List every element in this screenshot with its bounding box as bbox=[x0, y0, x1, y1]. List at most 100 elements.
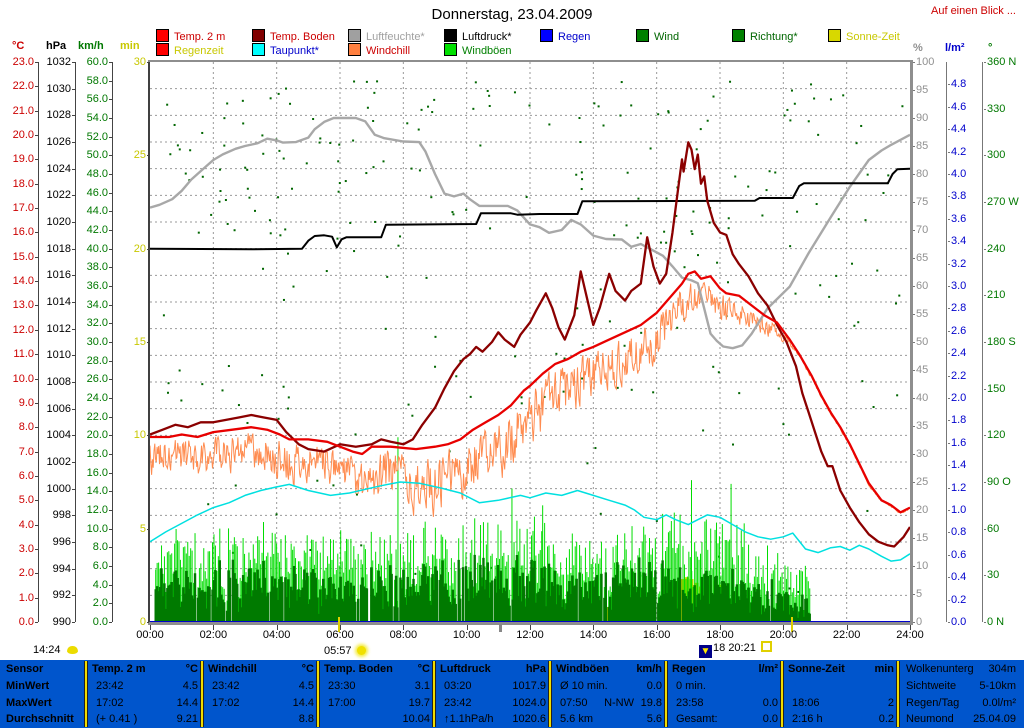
axis-tick-label: 1030 bbox=[46, 82, 71, 95]
sensor-time: 17:02 bbox=[212, 697, 240, 709]
axis-tick-label: 58.0 bbox=[86, 74, 108, 87]
legend-swatch bbox=[252, 29, 265, 42]
sensor-time: ↑1.1hPa/h bbox=[444, 713, 494, 725]
legend-label: Windböen bbox=[462, 45, 512, 57]
sunset-marker: ▼ 18 20:21 bbox=[699, 641, 772, 658]
x-axis-tick bbox=[339, 625, 341, 630]
sensor-value: 1020.6 bbox=[512, 713, 546, 725]
sensor-unit: °C bbox=[417, 663, 430, 675]
x-axis-label-06-00: 06:00 bbox=[326, 629, 354, 641]
x-axis-label-18-00: 18:00 bbox=[706, 629, 734, 641]
sensor-value: 19.8 bbox=[640, 697, 662, 709]
x-axis-tick bbox=[466, 625, 468, 630]
x-axis-tick bbox=[403, 625, 405, 630]
x-axis-label-12-00: 12:00 bbox=[516, 629, 544, 641]
auf-einen-blick-link[interactable]: Auf einen Blick ... bbox=[931, 5, 1016, 17]
axis-tick-label: 21.0 bbox=[12, 104, 34, 117]
sensor-time: 2:16 h bbox=[792, 713, 823, 725]
x-axis-label-04-00: 04:00 bbox=[262, 629, 291, 641]
axis-tick-label: 1.4 bbox=[951, 459, 967, 472]
axis-tick-label: 65 bbox=[916, 252, 929, 264]
sensor-time: 0 min. bbox=[676, 680, 706, 692]
sensor-time: Gesamt: bbox=[676, 713, 718, 725]
sensor-time: 23:58 bbox=[676, 697, 704, 709]
axis-tick-label: 85 bbox=[916, 140, 929, 152]
x-axis-tick bbox=[783, 625, 785, 630]
axis-tick-label: 994 bbox=[52, 562, 71, 575]
legend-item-taupunkt-[interactable]: Taupunkt* bbox=[252, 43, 319, 57]
info-label: Neumond bbox=[906, 713, 954, 725]
axis-tick-label: 9.0 bbox=[18, 396, 34, 409]
axis-tick-label: 34.0 bbox=[86, 298, 108, 311]
x-axis-label-08-00: 08:00 bbox=[389, 629, 418, 641]
legend-item-sonne-zeit[interactable]: Sonne-Zeit bbox=[828, 29, 900, 43]
x-axis-label-22-00: 22:00 bbox=[832, 629, 861, 641]
axis-line-°C bbox=[38, 62, 39, 622]
axis-tick-label: 18.0 bbox=[86, 448, 108, 460]
axis-tick-label: 1000 bbox=[46, 482, 71, 495]
axis-unit-l/m²: l/m² bbox=[945, 42, 965, 54]
info-value: 304m bbox=[988, 663, 1016, 675]
sunrise-time: 05:57 bbox=[324, 645, 352, 657]
legend-item-wind[interactable]: Wind bbox=[636, 29, 680, 43]
row-label-maxwert: MaxWert bbox=[6, 697, 52, 709]
legend-item-regenzeit[interactable]: Regenzeit bbox=[156, 43, 224, 57]
axis-tick-label: 2.0 bbox=[92, 597, 108, 610]
axis-tick-label: 360 N bbox=[987, 56, 1017, 68]
sensor-unit: l/m² bbox=[758, 663, 778, 675]
axis-tick-label: 6.0 bbox=[18, 469, 34, 482]
axis-tick-label: 55 bbox=[916, 308, 929, 320]
legend-label: Luftfeuchte* bbox=[366, 31, 425, 43]
axis-tick-label: 2.0 bbox=[951, 392, 967, 404]
axis-tick-label: 2.8 bbox=[951, 302, 967, 315]
legend-swatch bbox=[444, 29, 457, 42]
axis-tick-label: 990 bbox=[52, 616, 71, 628]
legend-item-regen[interactable]: Regen bbox=[540, 29, 590, 43]
axis-tick-label: 1012 bbox=[46, 322, 71, 335]
axis-tick-label: 40.0 bbox=[86, 242, 108, 255]
axis-tick-label: 19.0 bbox=[12, 153, 34, 166]
sensor-value: 2 bbox=[887, 697, 894, 709]
axis-tick-label: 1.2 bbox=[951, 481, 967, 494]
axis-tick-label: 20 bbox=[133, 242, 146, 255]
axis-tick-label: 2.6 bbox=[951, 324, 967, 337]
legend-item-luftfeuchte-[interactable]: Luftfeuchte* bbox=[348, 29, 425, 43]
legend-item-richtung-[interactable]: Richtung* bbox=[732, 29, 798, 43]
sensor-value: 0.0 bbox=[762, 697, 778, 709]
legend-label: Temp. Boden bbox=[270, 31, 335, 43]
axis-line-km/h bbox=[112, 62, 113, 622]
legend-swatch bbox=[540, 29, 553, 42]
axis-tick-label: 5 bbox=[139, 522, 146, 535]
axis-tick-label: 45 bbox=[916, 364, 929, 376]
sensor-header: Windböen bbox=[556, 663, 610, 675]
axis-tick-label: 23.0 bbox=[12, 56, 34, 68]
axis-tick-label: 4.6 bbox=[951, 100, 967, 113]
legend-item-luftdruck-[interactable]: Luftdruck* bbox=[444, 29, 512, 43]
x-axis-tick bbox=[656, 625, 658, 630]
axis-tick-label: 100 bbox=[916, 56, 935, 68]
axis-line-° bbox=[982, 62, 983, 622]
sensor-time: (+ 0.41 ) bbox=[96, 713, 138, 725]
axis-tick-label: 2.4 bbox=[951, 347, 967, 360]
legend-label: Regenzeit bbox=[174, 45, 224, 57]
axis-unit-°C: °C bbox=[12, 40, 25, 52]
legend-item-windb-en[interactable]: Windböen bbox=[444, 43, 512, 57]
axis-unit-km/h: km/h bbox=[78, 40, 104, 52]
axis-tick-label: 1032 bbox=[46, 56, 71, 68]
sensor-value: 5.6 bbox=[646, 713, 662, 725]
legend-swatch bbox=[828, 29, 841, 42]
legend-swatch bbox=[636, 29, 649, 42]
legend-label: Wind bbox=[654, 31, 680, 43]
axis-tick-label: 0.0 bbox=[951, 616, 967, 628]
legend-item-temp-2-m[interactable]: Temp. 2 m bbox=[156, 29, 225, 43]
sensor-header: Luftdruck bbox=[440, 663, 491, 675]
legend-item-temp-boden[interactable]: Temp. Boden bbox=[252, 29, 335, 43]
x-axis-tick bbox=[150, 625, 151, 630]
axis-tick-label: 180 S bbox=[987, 336, 1016, 348]
axis-tick-label: 992 bbox=[52, 589, 71, 602]
legend-item-windchill[interactable]: Windchill bbox=[348, 43, 410, 57]
weather-chart bbox=[149, 62, 911, 623]
axis-unit-%: % bbox=[913, 42, 923, 54]
axis-tick-label: 12.0 bbox=[86, 504, 108, 516]
axis-tick-label: 4.2 bbox=[951, 145, 967, 158]
